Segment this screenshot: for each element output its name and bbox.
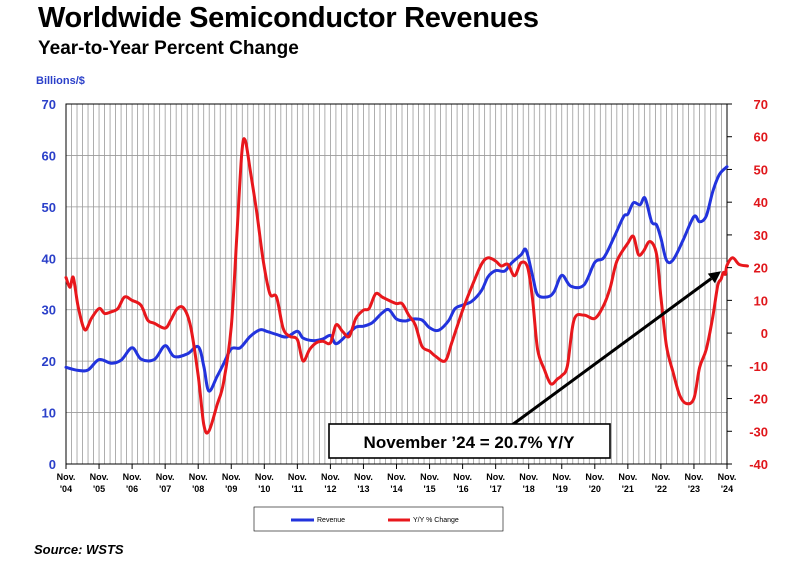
y-tick-label-right: 10 — [754, 293, 768, 308]
x-tick-label: Nov. — [222, 472, 241, 482]
x-tick-label: Nov. — [288, 472, 307, 482]
x-tick-label: Nov. — [387, 472, 406, 482]
y-tick-label-right: 70 — [754, 97, 768, 112]
x-tick-label: Nov. — [57, 472, 76, 482]
x-tick-label: '23 — [688, 484, 700, 494]
x-tick-label: '15 — [423, 484, 435, 494]
x-tick-label: '18 — [523, 484, 535, 494]
y-tick-label-right: -20 — [749, 392, 768, 407]
y-tick-label-right: -40 — [749, 457, 768, 472]
y-tick-label-left: 10 — [42, 406, 56, 421]
chart-subtitle: Year-to-Year Percent Change — [38, 38, 299, 59]
x-tick-label: '12 — [324, 484, 336, 494]
y-tick-label-left: 0 — [49, 457, 56, 472]
x-tick-label: '06 — [126, 484, 138, 494]
annotation-text: November ’24 = 20.7% Y/Y — [364, 433, 576, 452]
x-tick-label: '13 — [357, 484, 369, 494]
source-note: Source: WSTS — [34, 542, 124, 557]
y-tick-label-left: 60 — [42, 148, 56, 163]
x-tick-label: '11 — [292, 484, 304, 494]
x-tick-label: Nov. — [718, 472, 737, 482]
x-tick-label: Nov. — [90, 472, 109, 482]
x-tick-label: '16 — [457, 484, 469, 494]
x-tick-label: '05 — [93, 484, 105, 494]
x-tick-label: '07 — [159, 484, 171, 494]
x-tick-label: '21 — [622, 484, 634, 494]
annotation-arrowhead — [707, 271, 721, 284]
y-tick-label-right: 60 — [754, 130, 768, 145]
x-tick-label: '09 — [225, 484, 237, 494]
legend-label-yoy: Y/Y % Change — [413, 517, 459, 524]
x-tick-label: Nov. — [585, 472, 604, 482]
x-tick-label: Nov. — [123, 472, 142, 482]
x-tick-label: '22 — [655, 484, 667, 494]
y-tick-label-right: 0 — [761, 326, 768, 341]
x-tick-label: Nov. — [618, 472, 637, 482]
x-tick-label: Nov. — [651, 472, 670, 482]
x-tick-label: Nov. — [189, 472, 208, 482]
x-tick-label: '24 — [721, 484, 733, 494]
y-tick-label-right: 40 — [754, 195, 768, 210]
x-tick-label: Nov. — [685, 472, 704, 482]
y-tick-label-right: 20 — [754, 261, 768, 276]
revenue-series-line — [64, 165, 729, 393]
y-tick-label-left: 20 — [42, 354, 56, 369]
x-tick-label: Nov. — [156, 472, 175, 482]
y-tick-label-left: 50 — [42, 200, 56, 215]
x-tick-label: Nov. — [354, 472, 373, 482]
axis-layer: 0 10 20 30 40 50 60 70 -40 -30 -20 -10 0 10 20 30 40 50 60… — [42, 97, 768, 494]
x-tick-label: '10 — [258, 484, 270, 494]
annotation-box — [328, 423, 611, 459]
x-tick-label: '08 — [192, 484, 204, 494]
x-tick-label: '14 — [390, 484, 402, 494]
left-axis-label: Billions/$ — [36, 75, 85, 87]
y-tick-label-right: -30 — [749, 424, 768, 439]
x-tick-label: '04 — [60, 484, 72, 494]
y-tick-label-left: 70 — [42, 97, 56, 112]
x-tick-label: Nov. — [453, 472, 472, 482]
yoy-change-series-line — [64, 137, 749, 435]
x-tick-label: Nov. — [552, 472, 571, 482]
x-tick-label: '17 — [490, 484, 502, 494]
legend-label-revenue: Revenue — [317, 517, 345, 524]
x-tick-label: Nov. — [321, 472, 340, 482]
x-tick-label: Nov. — [519, 472, 538, 482]
x-tick-label: '20 — [589, 484, 601, 494]
y-tick-label-right: -10 — [749, 359, 768, 374]
x-tick-label: Nov. — [255, 472, 274, 482]
x-tick-label: Nov. — [486, 472, 505, 482]
x-tick-label: Nov. — [420, 472, 439, 482]
x-tick-label: '19 — [556, 484, 568, 494]
grid-layer — [66, 103, 727, 465]
y-tick-label-left: 30 — [42, 303, 56, 318]
y-tick-label-left: 40 — [42, 251, 56, 266]
y-tick-label-right: 50 — [754, 162, 768, 177]
y-tick-label-right: 30 — [754, 228, 768, 243]
series-layer — [64, 137, 749, 435]
annotation-arrow-line — [511, 277, 713, 427]
chart-title: Worldwide Semiconductor Revenues — [38, 2, 539, 34]
